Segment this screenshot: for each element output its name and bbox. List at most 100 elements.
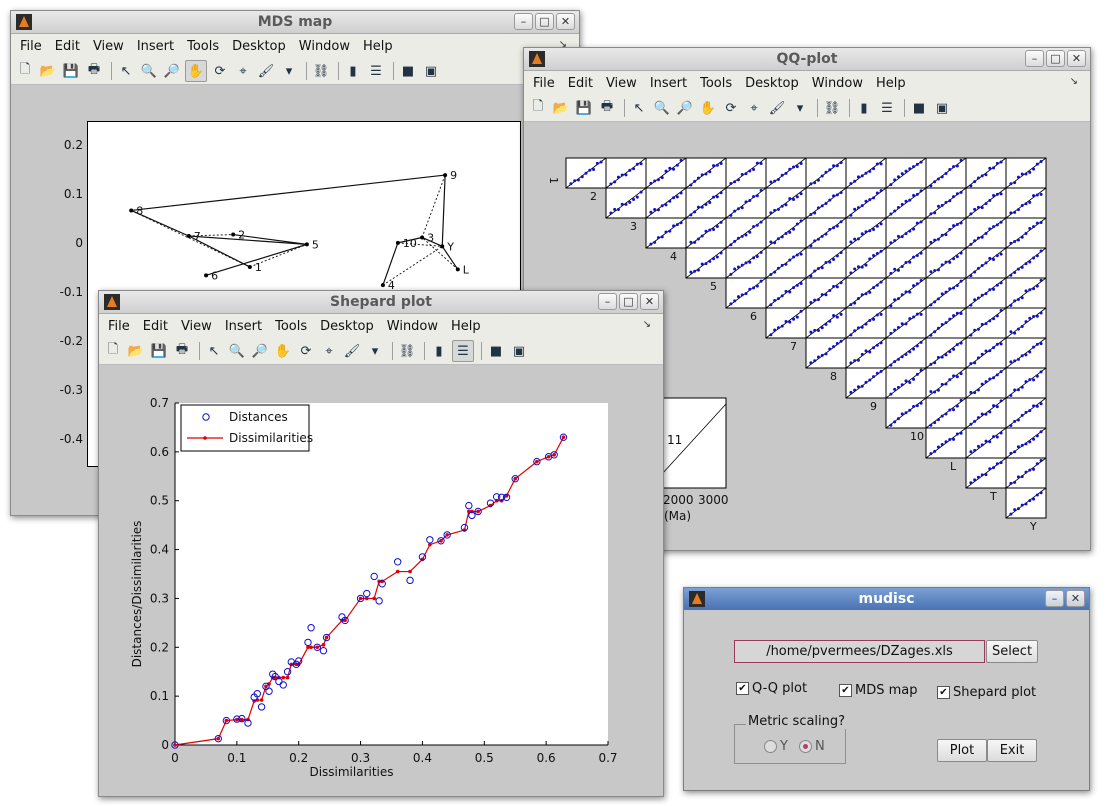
save-icon[interactable]: 💾	[150, 343, 168, 359]
link-plot-icon[interactable]: ⛓	[823, 100, 841, 116]
menu-edit[interactable]: Edit	[142, 318, 168, 334]
menu-edit[interactable]: Edit	[54, 38, 80, 54]
menu-help[interactable]: Help	[451, 318, 481, 334]
hide-tools-icon[interactable]: ■	[401, 63, 415, 79]
save-icon[interactable]: 💾	[575, 100, 593, 116]
menu-window[interactable]: Window	[811, 75, 864, 91]
colorbar-icon[interactable]: ▮	[349, 63, 357, 79]
close-icon[interactable]: ✕	[640, 293, 659, 310]
legend-icon[interactable]: ☰	[452, 340, 474, 362]
maximize-icon[interactable]: □	[535, 13, 554, 30]
menu-window[interactable]: Window	[298, 38, 351, 54]
qq-titlebar[interactable]: QQ-plot – □ ✕	[524, 48, 1090, 71]
menu-tools[interactable]: Tools	[700, 75, 733, 91]
hide-tools-icon[interactable]: ■	[489, 343, 503, 359]
open-file-icon[interactable]: 📂	[552, 100, 570, 116]
show-tools-icon[interactable]: ▣	[935, 100, 949, 116]
qq-plot-checkbox[interactable]: ✔ Q-Q plot	[736, 681, 807, 696]
data-cursor-icon[interactable]: ⌖	[325, 343, 333, 359]
brush-dropdown-icon[interactable]: ▾	[796, 100, 804, 116]
menu-file[interactable]: File	[533, 75, 555, 91]
metric-n-radio[interactable]: N	[799, 739, 825, 754]
menu-view[interactable]: View	[92, 38, 124, 54]
menu-edit[interactable]: Edit	[567, 75, 593, 91]
menu-tools[interactable]: Tools	[187, 38, 220, 54]
print-icon[interactable]: 🖶	[87, 62, 101, 77]
pan-icon[interactable]: ✋	[274, 343, 292, 359]
brush-dropdown-icon[interactable]: ▾	[371, 343, 379, 359]
menu-help[interactable]: Help	[363, 38, 393, 54]
file-path-input[interactable]: /home/pvermees/DZages.xls	[734, 640, 985, 663]
save-icon[interactable]: 💾	[62, 63, 80, 79]
menu-view[interactable]: View	[180, 318, 212, 334]
new-figure-icon[interactable]: 🗋	[19, 62, 31, 77]
print-icon[interactable]: 🖶	[600, 99, 614, 114]
legend-icon[interactable]: ☰	[881, 100, 893, 116]
pointer-icon[interactable]: ↖	[120, 63, 132, 79]
mds-map-checkbox[interactable]: ✔ MDS map	[839, 683, 918, 698]
menu-insert[interactable]: Insert	[224, 318, 263, 334]
pan-icon[interactable]: ✋	[185, 60, 207, 82]
pointer-icon[interactable]: ↖	[208, 343, 220, 359]
menu-file[interactable]: File	[108, 318, 130, 334]
zoom-out-icon[interactable]: 🔎	[163, 63, 181, 79]
data-cursor-icon[interactable]: ⌖	[750, 100, 758, 116]
open-file-icon[interactable]: 📂	[127, 343, 145, 359]
mudisc-titlebar[interactable]: mudisc – ✕	[684, 588, 1089, 610]
menu-window[interactable]: Window	[386, 318, 439, 334]
pointer-icon[interactable]: ↖	[633, 100, 645, 116]
menu-desktop[interactable]: Desktop	[320, 318, 374, 334]
radio-unselected-icon[interactable]	[764, 740, 777, 753]
colorbar-icon[interactable]: ▮	[435, 343, 443, 359]
show-tools-icon[interactable]: ▣	[512, 343, 526, 359]
menu-insert[interactable]: Insert	[136, 38, 175, 54]
select-button[interactable]: Select	[986, 640, 1038, 663]
print-icon[interactable]: 🖶	[175, 342, 189, 357]
brush-icon[interactable]: 🖌	[768, 100, 786, 116]
legend-icon[interactable]: ☰	[370, 63, 382, 79]
mds-titlebar[interactable]: MDS map – □ ✕	[11, 11, 579, 34]
dock-arrow-icon[interactable]: ↘	[1069, 76, 1078, 87]
minimize-icon[interactable]: –	[1025, 50, 1044, 67]
menu-file[interactable]: File	[20, 38, 42, 54]
checkbox-checked-icon[interactable]: ✔	[736, 682, 749, 695]
show-tools-icon[interactable]: ▣	[424, 63, 438, 79]
rotate-icon[interactable]: ⟳	[300, 343, 312, 359]
menu-insert[interactable]: Insert	[649, 75, 688, 91]
brush-dropdown-icon[interactable]: ▾	[285, 63, 293, 79]
rotate-icon[interactable]: ⟳	[725, 100, 737, 116]
metric-y-radio[interactable]: Y	[764, 739, 788, 754]
plot-button[interactable]: Plot	[937, 739, 987, 762]
menu-tools[interactable]: Tools	[275, 318, 308, 334]
pan-icon[interactable]: ✋	[699, 100, 717, 116]
minimize-icon[interactable]: –	[1045, 590, 1064, 607]
checkbox-checked-icon[interactable]: ✔	[839, 684, 852, 697]
dock-arrow-icon[interactable]: ↘	[558, 39, 567, 50]
shepard-titlebar[interactable]: Shepard plot – □ ✕	[99, 291, 663, 314]
menu-desktop[interactable]: Desktop	[745, 75, 799, 91]
minimize-icon[interactable]: –	[514, 13, 533, 30]
close-icon[interactable]: ✕	[1066, 590, 1085, 607]
menu-help[interactable]: Help	[876, 75, 906, 91]
new-figure-icon[interactable]: 🗋	[107, 342, 119, 357]
new-figure-icon[interactable]: 🗋	[532, 99, 544, 114]
data-cursor-icon[interactable]: ⌖	[239, 63, 247, 79]
maximize-icon[interactable]: □	[619, 293, 638, 310]
close-icon[interactable]: ✕	[556, 13, 575, 30]
menu-desktop[interactable]: Desktop	[232, 38, 286, 54]
checkbox-checked-icon[interactable]: ✔	[937, 686, 950, 699]
open-file-icon[interactable]: 📂	[39, 63, 57, 79]
zoom-in-icon[interactable]: 🔍	[228, 343, 246, 359]
link-plot-icon[interactable]: ⛓	[398, 343, 416, 359]
zoom-out-icon[interactable]: 🔎	[251, 343, 269, 359]
menu-view[interactable]: View	[605, 75, 637, 91]
rotate-icon[interactable]: ⟳	[214, 63, 226, 79]
brush-icon[interactable]: 🖌	[343, 343, 361, 359]
radio-selected-icon[interactable]	[799, 740, 812, 753]
colorbar-icon[interactable]: ▮	[860, 100, 868, 116]
zoom-in-icon[interactable]: 🔍	[653, 100, 671, 116]
link-plot-icon[interactable]: ⛓	[312, 63, 330, 79]
hide-tools-icon[interactable]: ■	[912, 100, 926, 116]
maximize-icon[interactable]: □	[1046, 50, 1065, 67]
shepard-plot-checkbox[interactable]: ✔ Shepard plot	[937, 685, 1036, 700]
